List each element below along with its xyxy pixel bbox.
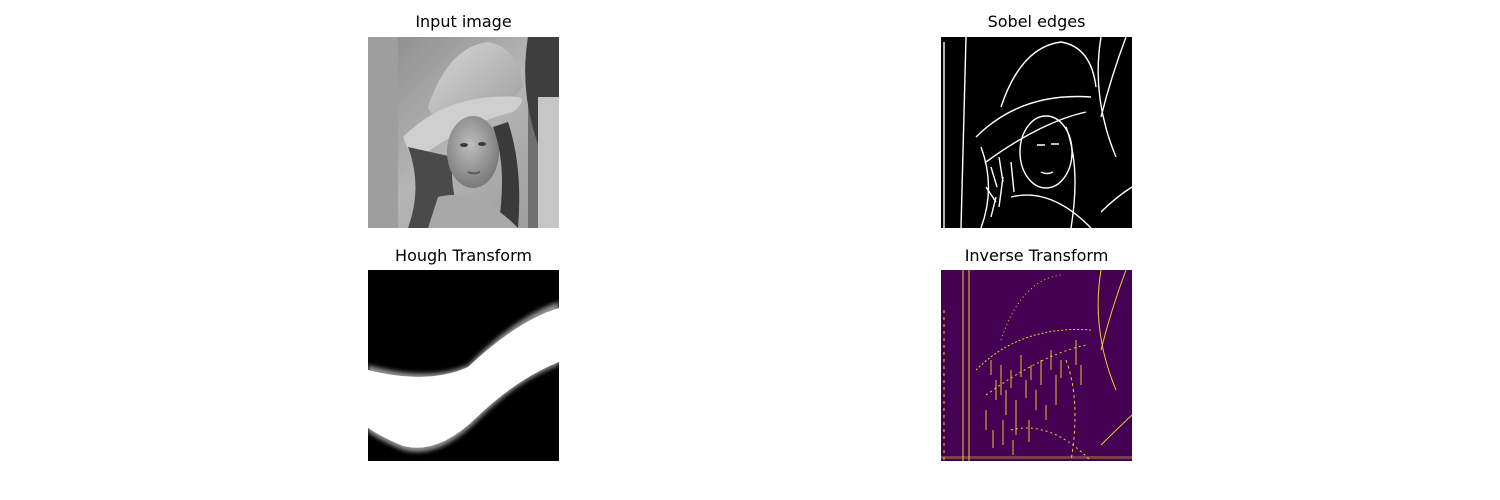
panel-title: Sobel edges bbox=[987, 12, 1086, 31]
sobel-edges-image bbox=[941, 37, 1132, 228]
inverse-transform-image bbox=[941, 270, 1132, 461]
panel-title: Input image bbox=[415, 12, 512, 31]
panel-title: Inverse Transform bbox=[964, 246, 1109, 265]
input-image bbox=[368, 37, 559, 228]
panel-title: Hough Transform bbox=[395, 246, 532, 265]
hough-transform-image bbox=[368, 270, 559, 461]
